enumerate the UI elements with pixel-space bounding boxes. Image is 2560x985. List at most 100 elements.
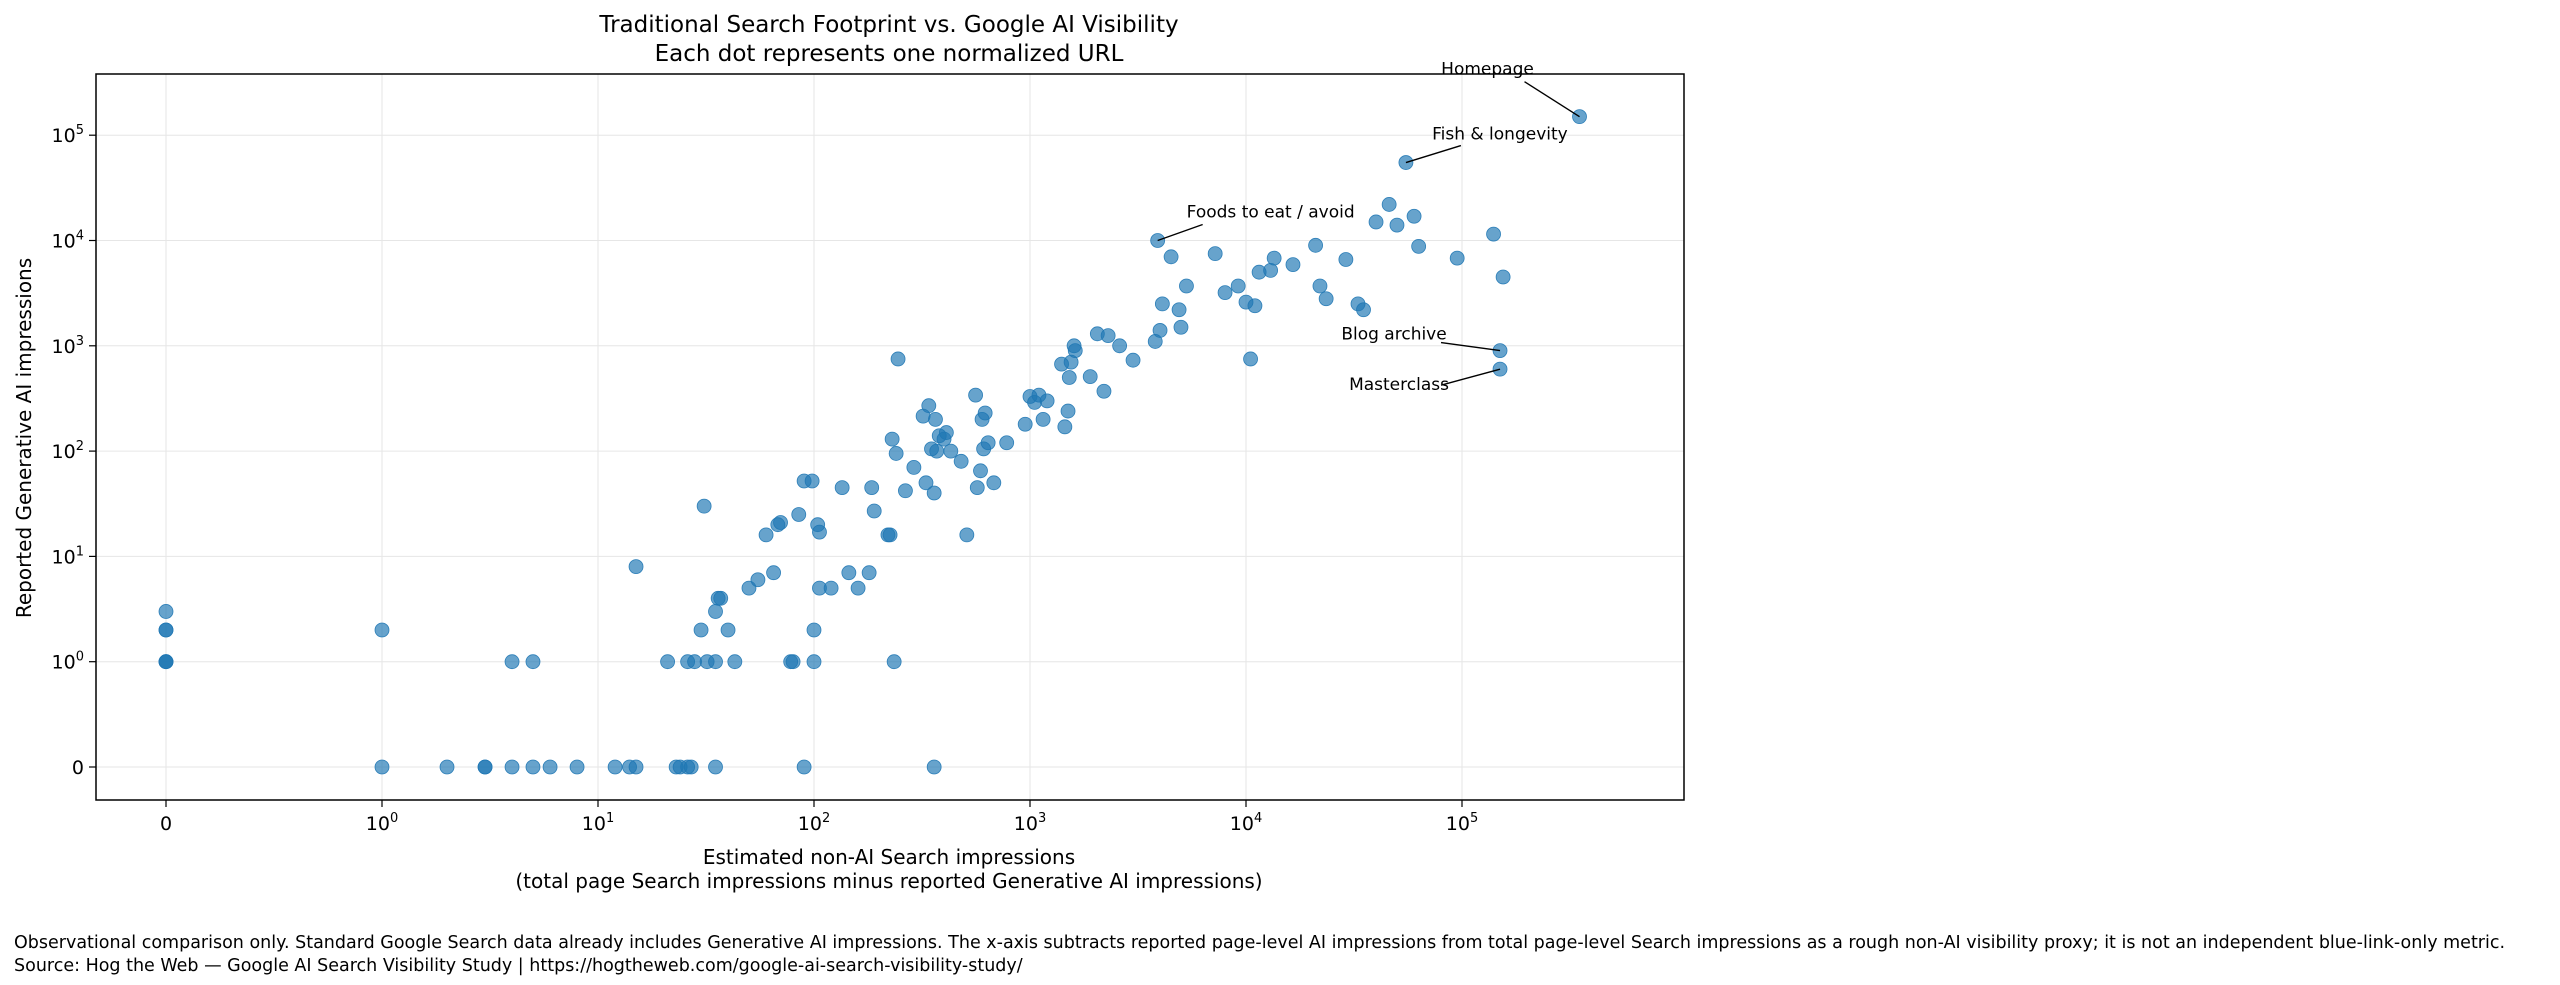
data-point <box>1035 412 1051 427</box>
data-point <box>525 654 541 670</box>
annotation-line <box>1440 368 1501 386</box>
data-point <box>1243 351 1258 367</box>
data-point <box>929 443 945 459</box>
data-point <box>1207 246 1223 262</box>
data-point <box>542 759 558 775</box>
scatter-chart: Homepage Fish & longevity Foods to eat / a… <box>12 12 1685 893</box>
data-point <box>696 498 712 514</box>
data-point <box>439 759 455 775</box>
data-point <box>823 580 839 596</box>
data-point <box>1411 238 1427 254</box>
data-point <box>926 759 942 775</box>
y-tick-label: 0 <box>72 757 84 779</box>
data-point <box>906 460 922 475</box>
data-point <box>1154 296 1170 312</box>
y-tick-label: 100 <box>52 650 84 674</box>
data-point <box>1486 226 1501 242</box>
data-point <box>773 515 788 530</box>
footer-note: Observational comparison only. Standard … <box>14 933 2506 953</box>
data-point <box>1163 249 1179 265</box>
x-tick-label: 103 <box>1014 811 1046 835</box>
data-point <box>886 654 902 670</box>
data-point <box>812 524 827 540</box>
data-point <box>926 485 942 501</box>
data-point <box>683 759 699 775</box>
data-point <box>918 475 934 491</box>
data-point <box>1067 343 1083 359</box>
x-tick-label: 105 <box>1446 811 1478 835</box>
data-point <box>1082 369 1098 384</box>
annotation-line <box>1405 144 1462 164</box>
x-tick-label: 104 <box>1230 811 1262 835</box>
chart-subtitle: Each dot represents one normalized URL <box>655 41 1124 67</box>
data-point <box>525 759 541 775</box>
data-point <box>1285 257 1301 273</box>
annotation-label: Fish & longevity <box>1432 125 1568 145</box>
data-point <box>1152 323 1168 338</box>
data-point <box>806 622 822 638</box>
y-tick-label: 101 <box>52 544 84 568</box>
annotation-line <box>1157 223 1203 242</box>
data-point <box>158 654 174 670</box>
annotation-label: Masterclass <box>1349 375 1449 395</box>
y-tick-label: 103 <box>52 334 84 358</box>
data-point <box>1389 217 1405 233</box>
data-point <box>791 507 807 522</box>
data-point <box>888 446 904 461</box>
data-point <box>1247 298 1263 314</box>
data-point <box>1179 278 1194 294</box>
plot-frame <box>95 73 1685 801</box>
data-point <box>785 654 801 670</box>
data-point <box>1263 263 1279 278</box>
annotation-label: Blog archive <box>1341 325 1446 345</box>
chart-title: Traditional Search Footprint vs. Google … <box>598 12 1178 38</box>
data-point <box>758 527 774 543</box>
data-point <box>708 604 723 619</box>
ticks-layer: 0 100 101 102 103 104 105 0 100 101 102 103 104 105 <box>52 123 1479 835</box>
data-point <box>890 351 906 367</box>
data-point <box>969 480 985 496</box>
data-point <box>938 425 954 440</box>
data-point <box>884 431 900 447</box>
data-point <box>628 559 644 575</box>
y-tick-label: 102 <box>52 439 84 463</box>
x-tick-label: 0 <box>160 813 172 835</box>
data-point <box>861 565 877 581</box>
data-point <box>1338 252 1354 267</box>
annotation-label: Foods to eat / avoid <box>1187 203 1355 223</box>
data-point <box>158 622 174 638</box>
data-point <box>1125 352 1141 368</box>
footer-source: Source: Hog the Web — Google AI Search V… <box>14 956 1023 976</box>
data-point <box>607 759 623 775</box>
data-point <box>804 473 820 489</box>
data-point <box>660 654 675 670</box>
data-point <box>953 453 969 469</box>
data-point <box>628 759 644 775</box>
data-point <box>986 475 1002 491</box>
data-point <box>1096 383 1112 399</box>
annotations-layer: Homepage Fish & longevity Foods to eat / a… <box>1157 60 1580 395</box>
data-point <box>693 622 709 638</box>
data-point <box>921 398 937 414</box>
data-point <box>796 759 812 775</box>
data-point <box>1017 416 1033 432</box>
data-point <box>977 405 993 421</box>
y-tick-label: 104 <box>52 229 84 253</box>
data-point <box>708 654 723 670</box>
x-tick-label: 102 <box>798 811 830 835</box>
x-tick-label: 101 <box>582 811 614 835</box>
points-layer <box>158 109 1587 775</box>
data-point <box>158 604 174 619</box>
data-point <box>850 580 866 596</box>
data-point <box>834 480 850 496</box>
chart-footer: Observational comparison only. Standard … <box>14 932 2505 978</box>
data-point <box>1266 250 1282 266</box>
data-point <box>806 654 822 670</box>
data-point <box>959 527 975 543</box>
data-point <box>1312 278 1328 294</box>
data-point <box>766 565 781 581</box>
data-point <box>504 654 520 670</box>
data-point <box>374 622 390 638</box>
data-point <box>569 759 585 775</box>
data-point <box>1060 403 1076 419</box>
